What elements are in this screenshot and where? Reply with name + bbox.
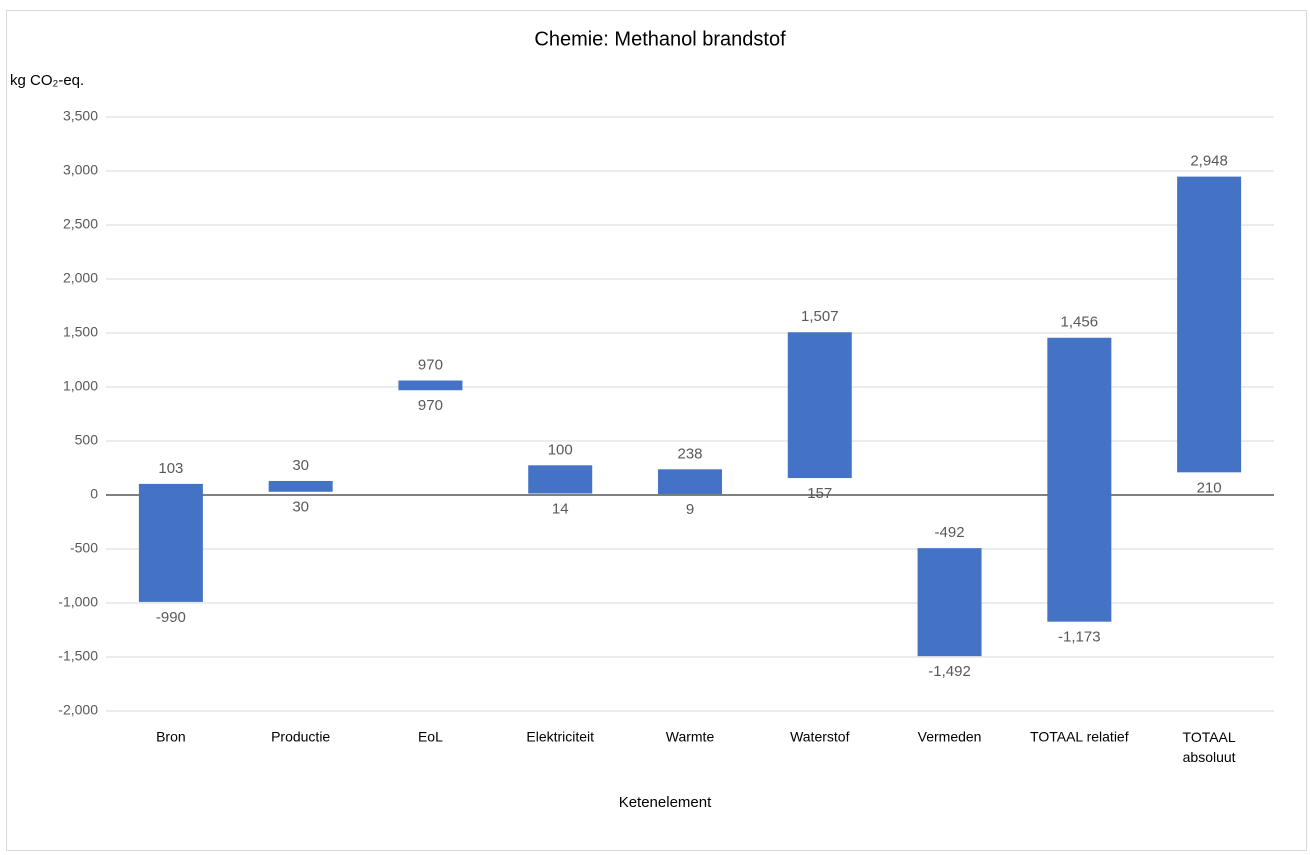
bar (528, 465, 593, 494)
y-tick-label: 2,000 (63, 270, 98, 286)
y-tick-label: 3,000 (63, 162, 98, 178)
bottom-label: 9 (686, 501, 694, 518)
bar (1177, 176, 1242, 473)
x-tick-label: Bron (156, 729, 186, 745)
bar (268, 480, 333, 492)
x-tick-label: TOTAAL relatief (1030, 729, 1129, 745)
bottom-label: 157 (807, 485, 832, 502)
y-tick-label: 1,500 (63, 324, 98, 340)
bottom-label: 14 (552, 500, 569, 517)
y-tick-label: -1,500 (58, 648, 98, 664)
x-tick-label: TOTAAL absoluut (1183, 729, 1236, 765)
top-label: -492 (935, 524, 965, 541)
bottom-label: 30 (292, 499, 309, 516)
x-tick-label: Productie (271, 729, 330, 745)
top-label: 970 (418, 356, 443, 373)
top-label: 1,507 (801, 308, 839, 325)
y-tick-label: -1,000 (58, 594, 98, 610)
bar (398, 380, 463, 391)
y-tick-label: 3,500 (63, 108, 98, 124)
x-tick-label: EoL (418, 729, 443, 745)
top-label: 30 (292, 457, 309, 474)
y-tick-label: 1,000 (63, 378, 98, 394)
bar (138, 483, 203, 602)
bar (917, 548, 982, 657)
x-tick-label: Vermeden (918, 729, 982, 745)
x-tick-label: Warmte (666, 729, 715, 745)
x-tick-label: Elektriciteit (526, 729, 594, 745)
bar (787, 332, 852, 479)
bottom-label: 970 (418, 397, 443, 414)
y-tick-label: -2,000 (58, 702, 98, 718)
bottom-label: -1,173 (1058, 629, 1101, 646)
bar (658, 469, 722, 495)
x-axis-title: Ketenelement (619, 794, 712, 811)
top-label: 2,948 (1190, 153, 1228, 170)
bottom-label: 210 (1197, 479, 1222, 496)
y-axis-title: kg CO₂-eq. (10, 72, 84, 89)
y-tick-label: 500 (75, 432, 99, 448)
bottom-label: -990 (156, 609, 186, 626)
chart-title: Chemie: Methanol brandstof (534, 28, 786, 50)
y-tick-label: -500 (70, 540, 98, 556)
y-tick-label: 0 (90, 486, 98, 502)
bottom-label: -1,492 (928, 663, 971, 680)
y-tick-label: 2,500 (63, 216, 98, 232)
x-tick-label: Waterstof (790, 729, 849, 745)
top-label: 100 (548, 441, 573, 458)
top-label: 1,456 (1061, 314, 1099, 331)
bar (1047, 337, 1112, 622)
top-label: 103 (158, 460, 183, 477)
chart-border (6, 10, 1307, 851)
top-label: 238 (677, 445, 702, 462)
